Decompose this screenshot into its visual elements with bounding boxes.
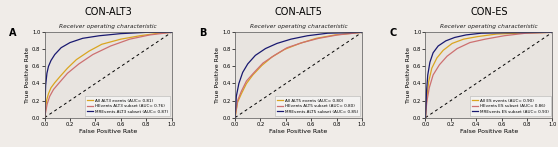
X-axis label: False Positive Rate: False Positive Rate <box>460 129 518 134</box>
Y-axis label: True Positive Rate: True Positive Rate <box>25 47 30 103</box>
Text: Receiver operating characteristic: Receiver operating characteristic <box>59 24 157 29</box>
Legend: All ALT5 events (AUC= 0.80), HEvents ALT5 subset (AUC= 0.80), MREvents ALT5 subs: All ALT5 events (AUC= 0.80), HEvents ALT… <box>275 96 360 116</box>
Text: CON-ALT3: CON-ALT3 <box>84 7 132 17</box>
Text: CON-ES: CON-ES <box>470 7 508 17</box>
Text: CON-ALT5: CON-ALT5 <box>275 7 323 17</box>
Text: A: A <box>9 28 17 38</box>
Y-axis label: True Positive Rate: True Positive Rate <box>215 47 220 103</box>
Y-axis label: True Positive Rate: True Positive Rate <box>406 47 411 103</box>
Legend: All ALT3 events (AUC= 0.81), HEvents ALT3 subset (AUC= 0.76), MREvents ALT3 subs: All ALT3 events (AUC= 0.81), HEvents ALT… <box>85 96 170 116</box>
X-axis label: False Positive Rate: False Positive Rate <box>79 129 137 134</box>
X-axis label: False Positive Rate: False Positive Rate <box>270 129 328 134</box>
Text: Receiver operating characteristic: Receiver operating characteristic <box>249 24 348 29</box>
Text: Receiver operating characteristic: Receiver operating characteristic <box>440 24 538 29</box>
Text: B: B <box>200 28 207 38</box>
Legend: All ES events (AUC= 0.90), HEvents ES subset (AUC= 0.86), MREvents ES subset (AU: All ES events (AUC= 0.90), HEvents ES su… <box>470 96 551 116</box>
Text: C: C <box>390 28 397 38</box>
